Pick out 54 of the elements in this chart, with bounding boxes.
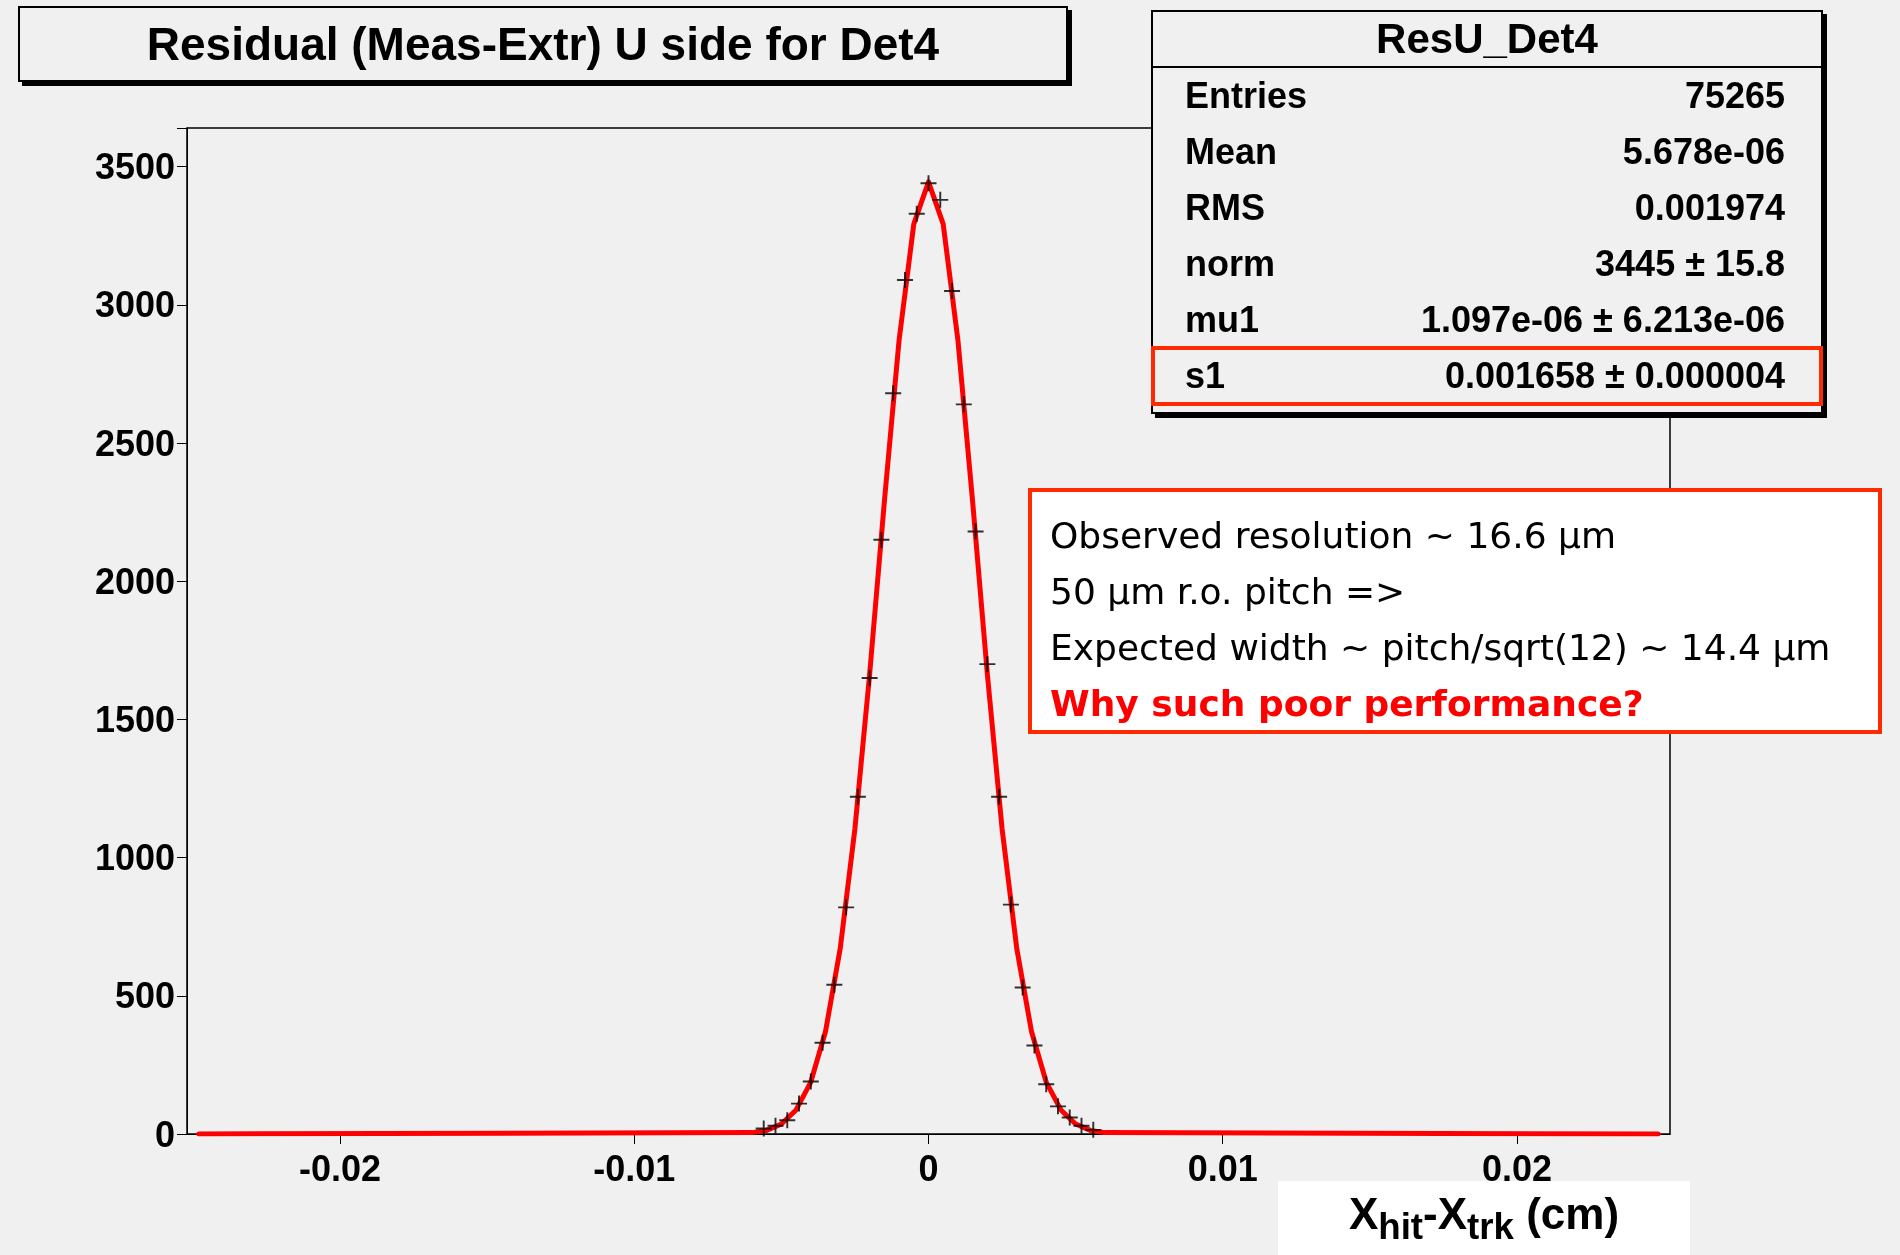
annotation: mu1: [1185, 299, 1260, 341]
point: [1026, 1037, 1043, 1054]
annotation: norm: [1185, 243, 1275, 285]
x-tick-label: 0.01: [1187, 1147, 1258, 1189]
point: [814, 1034, 831, 1051]
annotation: Why such poor performance?: [1050, 682, 1645, 726]
annotation: 5.678e-06: [1622, 131, 1785, 173]
annotation: RMS: [1185, 187, 1265, 229]
text: Entries: [1185, 75, 1308, 117]
x-tick-label: -0.01: [593, 1147, 676, 1189]
point: [1061, 1109, 1078, 1126]
annotation: 3445 ± 15.8: [1595, 243, 1785, 285]
point: [826, 976, 843, 993]
y-tick-label: 3000: [94, 284, 175, 326]
x-tick-label: 0: [918, 1147, 939, 1189]
annotation: 1.097e-06 ± 6.213e-06: [1420, 299, 1785, 341]
chart-title: Residual (Meas-Extr) U side for Det4: [18, 6, 1068, 82]
point: [991, 788, 1008, 805]
point: [849, 788, 866, 805]
y-tick-label: 0: [154, 1113, 175, 1155]
point: [1085, 1121, 1102, 1138]
point: [791, 1095, 808, 1112]
y-tick-label: 3500: [94, 146, 175, 188]
point: [979, 656, 996, 673]
text: ResU_Det4: [1153, 12, 1821, 68]
x-tick-label: -0.02: [298, 1147, 382, 1189]
point: [838, 899, 855, 916]
point: [944, 283, 961, 300]
point: [885, 385, 902, 402]
text: 75265: [1684, 75, 1785, 117]
point: [932, 191, 949, 208]
point: [1002, 896, 1019, 913]
point: [896, 272, 913, 289]
point: [908, 205, 925, 222]
x-axis-title: X$_{hit}$-X$_{trk}$ (cm): [1348, 1188, 1620, 1248]
y-tick-label: 2000: [94, 560, 175, 602]
y-tick-label: 2500: [94, 422, 175, 464]
annotation: 0.001974: [1634, 187, 1785, 229]
x-tick-label: 0.02: [1481, 1147, 1553, 1189]
point: [1049, 1098, 1066, 1115]
annotation: 0.001658 ± 0.000004: [1444, 355, 1785, 397]
point: [1038, 1076, 1055, 1093]
annotation: Mean: [1185, 131, 1278, 173]
annotation: s1: [1185, 355, 1226, 397]
point: [873, 531, 890, 548]
point: [779, 1112, 796, 1129]
y-tick-label: 1000: [94, 837, 175, 879]
annotation: 50 µm r.o. pitch =>: [1050, 570, 1407, 614]
point: [955, 396, 972, 413]
y-tick-label: 1500: [94, 698, 175, 740]
y-tick-label: 500: [114, 975, 175, 1017]
point: [861, 669, 878, 686]
annotation: Observed resolution ~ 16.6 µm: [1050, 514, 1617, 558]
annotation: Expected width ~ pitch/sqrt(12) ~ 14.4 µm: [1050, 626, 1832, 670]
